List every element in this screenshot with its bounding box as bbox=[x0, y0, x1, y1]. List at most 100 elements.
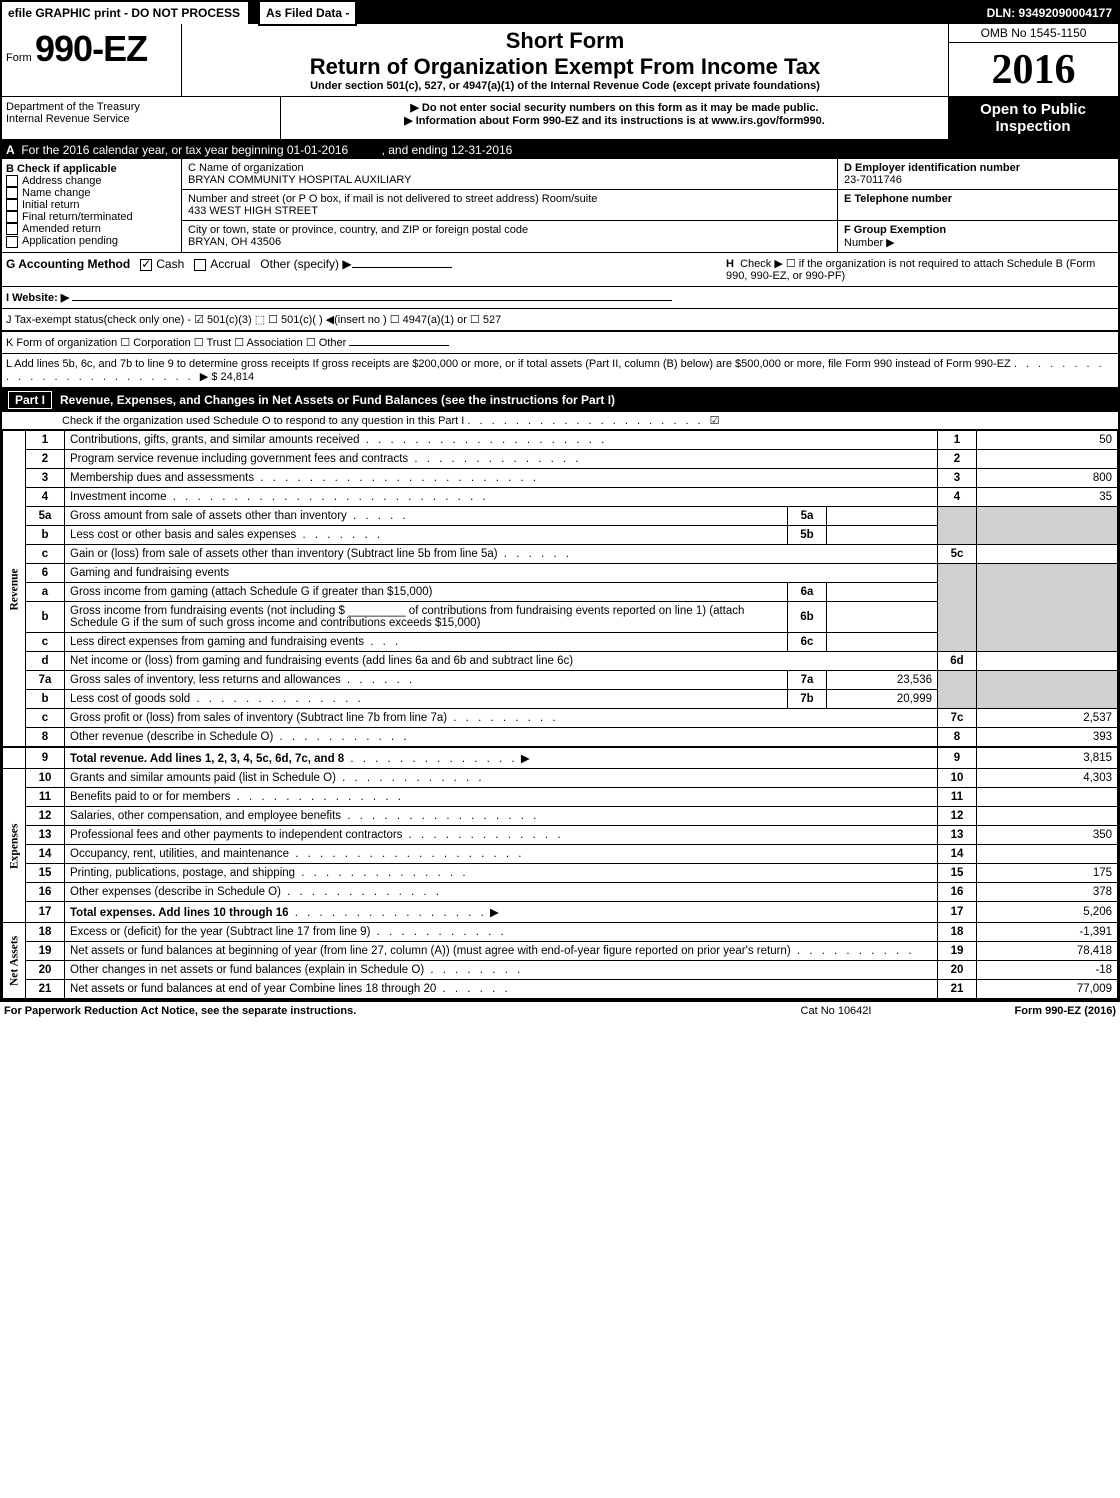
line-7c: c Gross profit or (loss) from sales of i… bbox=[3, 709, 1118, 728]
line-13: 13 Professional fees and other payments … bbox=[3, 826, 1118, 845]
line-12: 12 Salaries, other compensation, and emp… bbox=[3, 807, 1118, 826]
efile-label: efile GRAPHIC print - DO NOT PROCESS bbox=[2, 2, 246, 24]
line-16: 16 Other expenses (describe in Schedule … bbox=[3, 883, 1118, 902]
line-21: 21 Net assets or fund balances at end of… bbox=[3, 980, 1118, 999]
c-street-label: Number and street (or P O box, if mail i… bbox=[188, 193, 831, 205]
k-other-input[interactable] bbox=[349, 345, 449, 346]
row-l: L Add lines 5b, 6c, and 7b to line 9 to … bbox=[2, 354, 1118, 388]
lines-table: Revenue 1 Contributions, gifts, grants, … bbox=[2, 430, 1118, 999]
line-5c: c Gain or (loss) from sale of assets oth… bbox=[3, 545, 1118, 564]
f-label: F Group Exemption bbox=[844, 224, 946, 236]
form-subtitle: Under section 501(c), 527, or 4947(a)(1)… bbox=[186, 80, 944, 92]
cb-initial[interactable]: Initial return bbox=[6, 199, 177, 211]
line-18: Net Assets 18 Excess or (deficit) for th… bbox=[3, 923, 1118, 942]
section-a-ending: , and ending 12-31-2016 bbox=[382, 143, 513, 157]
d-ein: 23-7011746 bbox=[844, 174, 1112, 186]
cb-address[interactable]: Address change bbox=[6, 175, 177, 187]
line-1: Revenue 1 Contributions, gifts, grants, … bbox=[3, 431, 1118, 450]
c-city-label: City or town, state or province, country… bbox=[188, 224, 831, 236]
part-i-header: Part I Revenue, Expenses, and Changes in… bbox=[2, 388, 1118, 412]
website-input[interactable] bbox=[72, 300, 672, 301]
form-prefix: Form bbox=[6, 52, 32, 64]
d-label: D Employer identification number bbox=[844, 162, 1112, 174]
k-text: K Form of organization ☐ Corporation ☐ T… bbox=[6, 337, 346, 349]
form-container: efile GRAPHIC print - DO NOT PROCESS As … bbox=[0, 0, 1120, 1001]
line-6d: d Net income or (loss) from gaming and f… bbox=[3, 652, 1118, 671]
c-street: 433 WEST HIGH STREET bbox=[188, 205, 831, 217]
dept-irs: Internal Revenue Service bbox=[6, 113, 276, 125]
line-7a: 7a Gross sales of inventory, less return… bbox=[3, 671, 1118, 690]
l-amount: ▶ $ 24,814 bbox=[200, 371, 254, 383]
cb-final[interactable]: Final return/terminated bbox=[6, 211, 177, 223]
line-2: 2 Program service revenue including gove… bbox=[3, 450, 1118, 469]
part-i-label: Part I bbox=[8, 391, 52, 409]
line-8: 8 Other revenue (describe in Schedule O)… bbox=[3, 728, 1118, 748]
other-specify-input[interactable] bbox=[352, 267, 452, 268]
cb-cash[interactable] bbox=[140, 259, 152, 271]
line-4: 4 Investment income . . . . . . . . . . … bbox=[3, 488, 1118, 507]
c-org-name: BRYAN COMMUNITY HOSPITAL AUXILIARY bbox=[188, 174, 831, 186]
line-9: 9 Total revenue. Add lines 1, 2, 3, 4, 5… bbox=[3, 747, 1118, 769]
line-20: 20 Other changes in net assets or fund b… bbox=[3, 961, 1118, 980]
part-i-checkbox[interactable]: ☑ bbox=[710, 415, 720, 427]
open-public-box: Open to Public Inspection bbox=[948, 97, 1118, 139]
section-g: G Accounting Method Cash Accrual Other (… bbox=[6, 257, 726, 282]
cb-pending[interactable]: Application pending bbox=[6, 235, 177, 247]
c-city-cell: City or town, state or province, country… bbox=[182, 221, 837, 251]
c-name-cell: C Name of organization BRYAN COMMUNITY H… bbox=[182, 159, 837, 190]
part-i-sub: Check if the organization used Schedule … bbox=[2, 412, 1118, 430]
line-3: 3 Membership dues and assessments . . . … bbox=[3, 469, 1118, 488]
short-form-label: Short Form bbox=[186, 28, 944, 54]
cb-accrual[interactable] bbox=[194, 259, 206, 271]
side-expenses: Expenses bbox=[3, 769, 26, 923]
header-right: OMB No 1545-1150 2016 bbox=[948, 24, 1118, 96]
tax-year: 2016 bbox=[949, 43, 1118, 96]
j-text: J Tax-exempt status(check only one) - ☑ … bbox=[6, 314, 501, 326]
dept-notice2: ▶ Information about Form 990-EZ and its … bbox=[285, 114, 944, 127]
dept-center: ▶ Do not enter social security numbers o… bbox=[281, 97, 948, 139]
row-gh: G Accounting Method Cash Accrual Other (… bbox=[2, 253, 1118, 287]
h-label: H bbox=[726, 258, 734, 270]
line-15: 15 Printing, publications, postage, and … bbox=[3, 864, 1118, 883]
bcd-row: B Check if applicable Address change Nam… bbox=[2, 159, 1118, 253]
section-b: B Check if applicable Address change Nam… bbox=[2, 159, 182, 252]
omb-number: OMB No 1545-1150 bbox=[949, 24, 1118, 43]
side-netassets: Net Assets bbox=[3, 923, 26, 999]
c-city: BRYAN, OH 43506 bbox=[188, 236, 831, 248]
footer-right: Form 990-EZ (2016) bbox=[936, 1005, 1116, 1017]
form-number: 990-EZ bbox=[35, 28, 147, 69]
footer: For Paperwork Reduction Act Notice, see … bbox=[0, 1001, 1120, 1020]
e-phone-cell: E Telephone number bbox=[838, 190, 1118, 221]
row-j: J Tax-exempt status(check only one) - ☑ … bbox=[2, 309, 1118, 332]
f-label2: Number ▶ bbox=[844, 237, 895, 249]
dln-number: DLN: 93492090004177 bbox=[981, 6, 1118, 20]
do-not-process: As Filed Data - bbox=[246, 2, 363, 24]
as-filed-label: As Filed Data - bbox=[258, 0, 357, 26]
dept-treasury: Department of the Treasury bbox=[6, 101, 276, 113]
line-11: 11 Benefits paid to or for members . . .… bbox=[3, 788, 1118, 807]
section-a-text: For the 2016 calendar year, or tax year … bbox=[21, 143, 348, 157]
i-label: I Website: ▶ bbox=[6, 292, 69, 304]
top-bar: efile GRAPHIC print - DO NOT PROCESS As … bbox=[2, 2, 1118, 24]
c-street-cell: Number and street (or P O box, if mail i… bbox=[182, 190, 837, 221]
l-text: L Add lines 5b, 6c, and 7b to line 9 to … bbox=[6, 358, 1011, 370]
section-h: H Check ▶ ☐ if the organization is not r… bbox=[726, 257, 1114, 282]
part-i-title: Revenue, Expenses, and Changes in Net As… bbox=[60, 393, 615, 407]
line-5a: 5a Gross amount from sale of assets othe… bbox=[3, 507, 1118, 526]
d-ein-cell: D Employer identification number 23-7011… bbox=[838, 159, 1118, 190]
section-c: C Name of organization BRYAN COMMUNITY H… bbox=[182, 159, 838, 252]
section-a: A For the 2016 calendar year, or tax yea… bbox=[2, 141, 1118, 159]
line-19: 19 Net assets or fund balances at beginn… bbox=[3, 942, 1118, 961]
h-text: Check ▶ ☐ if the organization is not req… bbox=[726, 258, 1095, 282]
e-label: E Telephone number bbox=[844, 193, 1112, 205]
open-public2: Inspection bbox=[952, 118, 1114, 135]
line-6: 6 Gaming and fundraising events bbox=[3, 564, 1118, 583]
line-17: 17 Total expenses. Add lines 10 through … bbox=[3, 902, 1118, 923]
section-b-label: B Check if applicable bbox=[6, 163, 177, 175]
form-title: Return of Organization Exempt From Incom… bbox=[186, 54, 944, 80]
cb-amended[interactable]: Amended return bbox=[6, 223, 177, 235]
footer-left: For Paperwork Reduction Act Notice, see … bbox=[4, 1005, 736, 1017]
section-d: D Employer identification number 23-7011… bbox=[838, 159, 1118, 252]
cb-name[interactable]: Name change bbox=[6, 187, 177, 199]
side-revenue: Revenue bbox=[3, 431, 26, 748]
